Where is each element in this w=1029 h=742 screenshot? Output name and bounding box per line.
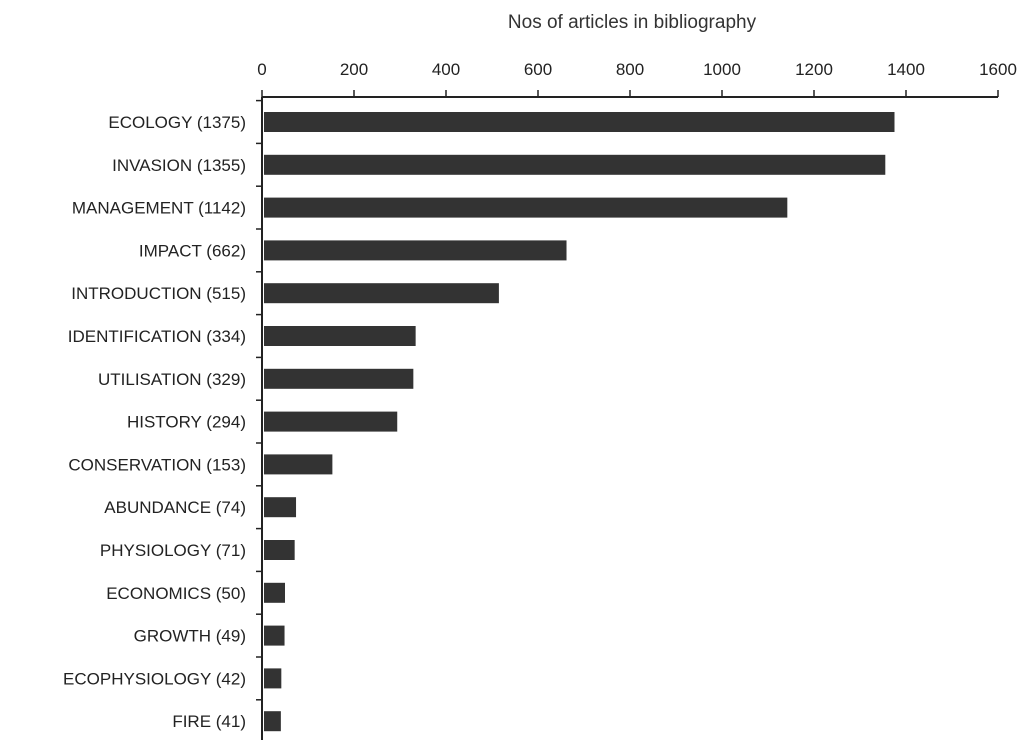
category-label: IDENTIFICATION (334) bbox=[68, 327, 246, 346]
y-axis bbox=[256, 97, 263, 740]
bars bbox=[264, 112, 895, 732]
x-tick-label: 200 bbox=[340, 60, 368, 79]
category-label: ECOPHYSIOLOGY (42) bbox=[63, 669, 246, 688]
bar bbox=[264, 411, 398, 432]
bar bbox=[264, 711, 281, 732]
category-label: GROWTH (49) bbox=[134, 627, 246, 646]
bar bbox=[264, 497, 297, 518]
category-label: PHYSIOLOGY (71) bbox=[100, 541, 246, 560]
category-label: INVASION (1355) bbox=[112, 156, 246, 175]
x-tick-label: 1600 bbox=[979, 60, 1017, 79]
x-tick-label: 600 bbox=[524, 60, 552, 79]
category-label: ECOLOGY (1375) bbox=[108, 113, 246, 132]
x-tick-label: 1200 bbox=[795, 60, 833, 79]
x-tick-label: 1400 bbox=[887, 60, 925, 79]
bar bbox=[264, 454, 333, 475]
category-labels: ECOLOGY (1375) INVASION (1355) MANAGEMENT … bbox=[63, 113, 246, 731]
x-axis-ticks: 0 200 400 600 800 1000 1200 1400 1600 bbox=[257, 60, 1017, 98]
bar bbox=[264, 326, 416, 346]
x-tick-label: 800 bbox=[616, 60, 644, 79]
category-label: UTILISATION (329) bbox=[98, 370, 246, 389]
x-tick-label: 1000 bbox=[703, 60, 741, 79]
category-label: HISTORY (294) bbox=[127, 413, 246, 432]
bar bbox=[264, 625, 285, 646]
x-tick-label: 0 bbox=[257, 60, 266, 79]
bar bbox=[264, 197, 788, 218]
category-label: ABUNDANCE (74) bbox=[104, 498, 246, 517]
category-label: ECONOMICS (50) bbox=[106, 584, 246, 603]
category-label: FIRE (41) bbox=[172, 712, 246, 731]
bar bbox=[264, 154, 886, 175]
bar bbox=[264, 112, 895, 132]
x-tick-label: 400 bbox=[432, 60, 460, 79]
bar bbox=[264, 582, 285, 603]
bar bbox=[264, 283, 499, 304]
bar bbox=[264, 368, 414, 389]
bar bbox=[264, 540, 295, 560]
bar bbox=[264, 240, 567, 261]
category-label: IMPACT (662) bbox=[139, 241, 246, 260]
bar bbox=[264, 668, 282, 689]
category-label: INTRODUCTION (515) bbox=[71, 284, 246, 303]
x-axis-title: Nos of articles in bibliography bbox=[508, 12, 757, 33]
category-label: CONSERVATION (153) bbox=[68, 455, 246, 474]
category-label: MANAGEMENT (1142) bbox=[72, 199, 246, 218]
